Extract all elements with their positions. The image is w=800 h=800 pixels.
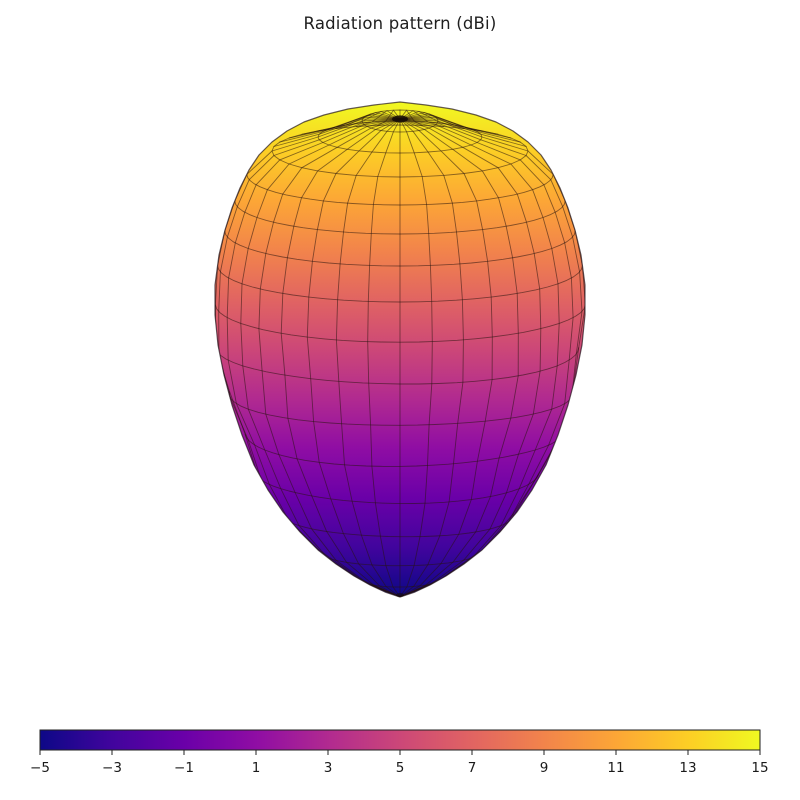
colorbar-tick-label: 1 [252, 760, 261, 776]
radiation-pattern-surface [214, 101, 586, 598]
colorbar-tick-label: 5 [396, 760, 405, 776]
bottom-pole-point [396, 593, 404, 597]
colorbar-tick-label: −3 [102, 760, 122, 776]
colorbar-tick-label: 11 [607, 760, 624, 776]
colorbar-tick-label: −1 [174, 760, 194, 776]
colorbar-gradient-bar [39, 729, 761, 751]
colorbar-tick-label: 3 [324, 760, 333, 776]
colorbar: −5 −3 −1 1 3 5 7 9 11 13 15 [30, 729, 769, 776]
colorbar-tick-label: 7 [468, 760, 477, 776]
top-pole-point [392, 115, 408, 123]
colorbar-tick-label: 15 [751, 760, 768, 776]
colorbar-tick-label: 13 [679, 760, 696, 776]
wireframe-mesh [215, 109, 585, 597]
chart-title: Radiation pattern (dBi) [303, 14, 497, 33]
colorbar-tick-label: 9 [540, 760, 549, 776]
colorbar-tick-label: −5 [30, 760, 50, 776]
